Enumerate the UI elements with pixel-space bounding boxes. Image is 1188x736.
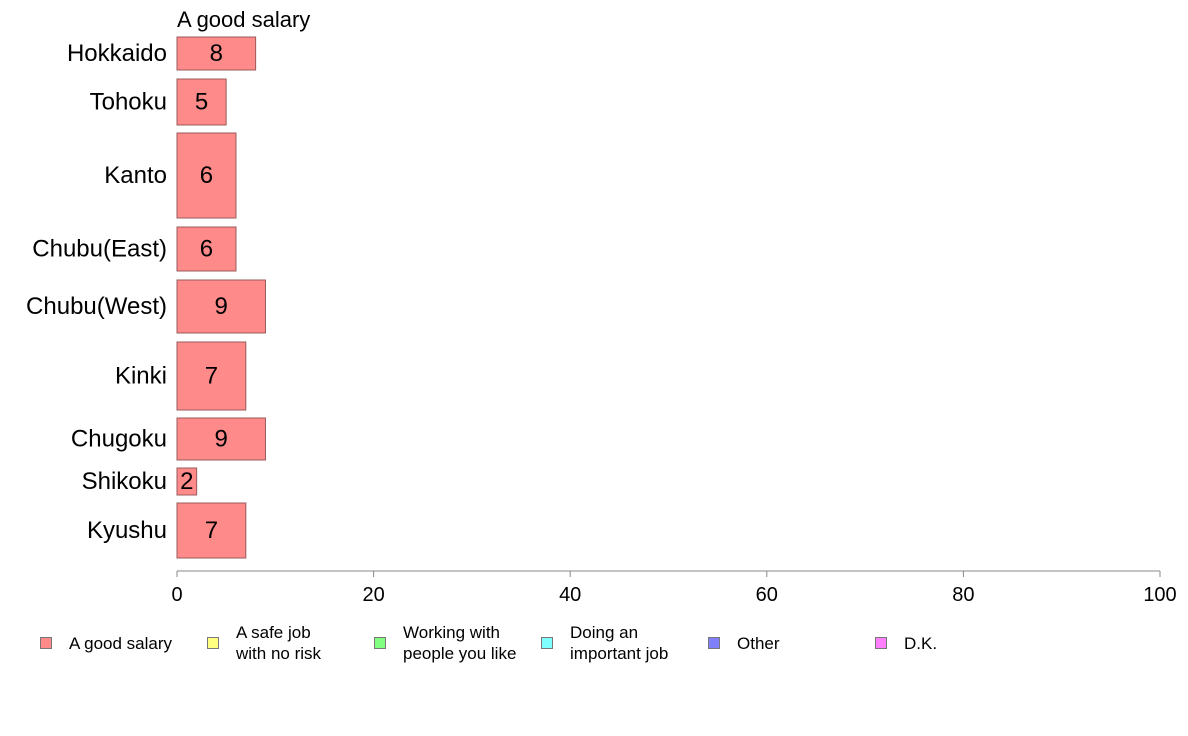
bar-chubu-west: [176, 279, 266, 334]
bar-chubu-east: [176, 226, 237, 272]
category-label: Kanto: [104, 162, 167, 189]
category-label: Kinki: [115, 363, 167, 390]
x-tick-label: 60: [756, 584, 778, 606]
bar-tohoku: [176, 78, 227, 126]
bar-hokkaido: [176, 36, 257, 71]
x-tick-label: 100: [1143, 584, 1176, 606]
value-label: 8: [210, 40, 223, 67]
value-label: 9: [215, 293, 228, 320]
value-label: 9: [215, 426, 228, 453]
bar-chugoku: [176, 417, 266, 461]
value-label: 7: [205, 363, 218, 390]
bar-shikoku: [176, 467, 198, 496]
value-label: 7: [205, 517, 218, 544]
category-label: Hokkaido: [67, 40, 167, 67]
x-axis: 0 20 40 60 80 100: [171, 570, 1177, 606]
x-tick-label: 20: [362, 584, 384, 606]
x-tick-label: 40: [559, 584, 581, 606]
value-label: 6: [200, 236, 213, 263]
category-label: Shikoku: [82, 468, 167, 495]
category-label: Tohoku: [90, 89, 167, 116]
x-tick-label: 0: [171, 584, 182, 606]
bars-layer: Hokkaido 8 Tohoku 5 Kanto 6 Chubu(East) 6 Chubu(…: [26, 36, 266, 559]
bar-kyushu: [176, 502, 247, 559]
x-tick-label: 80: [952, 584, 974, 606]
category-label: Chubu(East): [32, 236, 167, 263]
category-label: Chugoku: [71, 426, 167, 453]
bar-kanto: [176, 132, 237, 219]
chart-title: A good salary: [177, 7, 310, 32]
value-label: 5: [195, 89, 208, 116]
bar-kinki: [176, 341, 247, 411]
category-label: Kyushu: [87, 517, 167, 544]
value-label: 6: [200, 162, 213, 189]
value-label: 2: [180, 468, 193, 495]
category-label: Chubu(West): [26, 293, 167, 320]
